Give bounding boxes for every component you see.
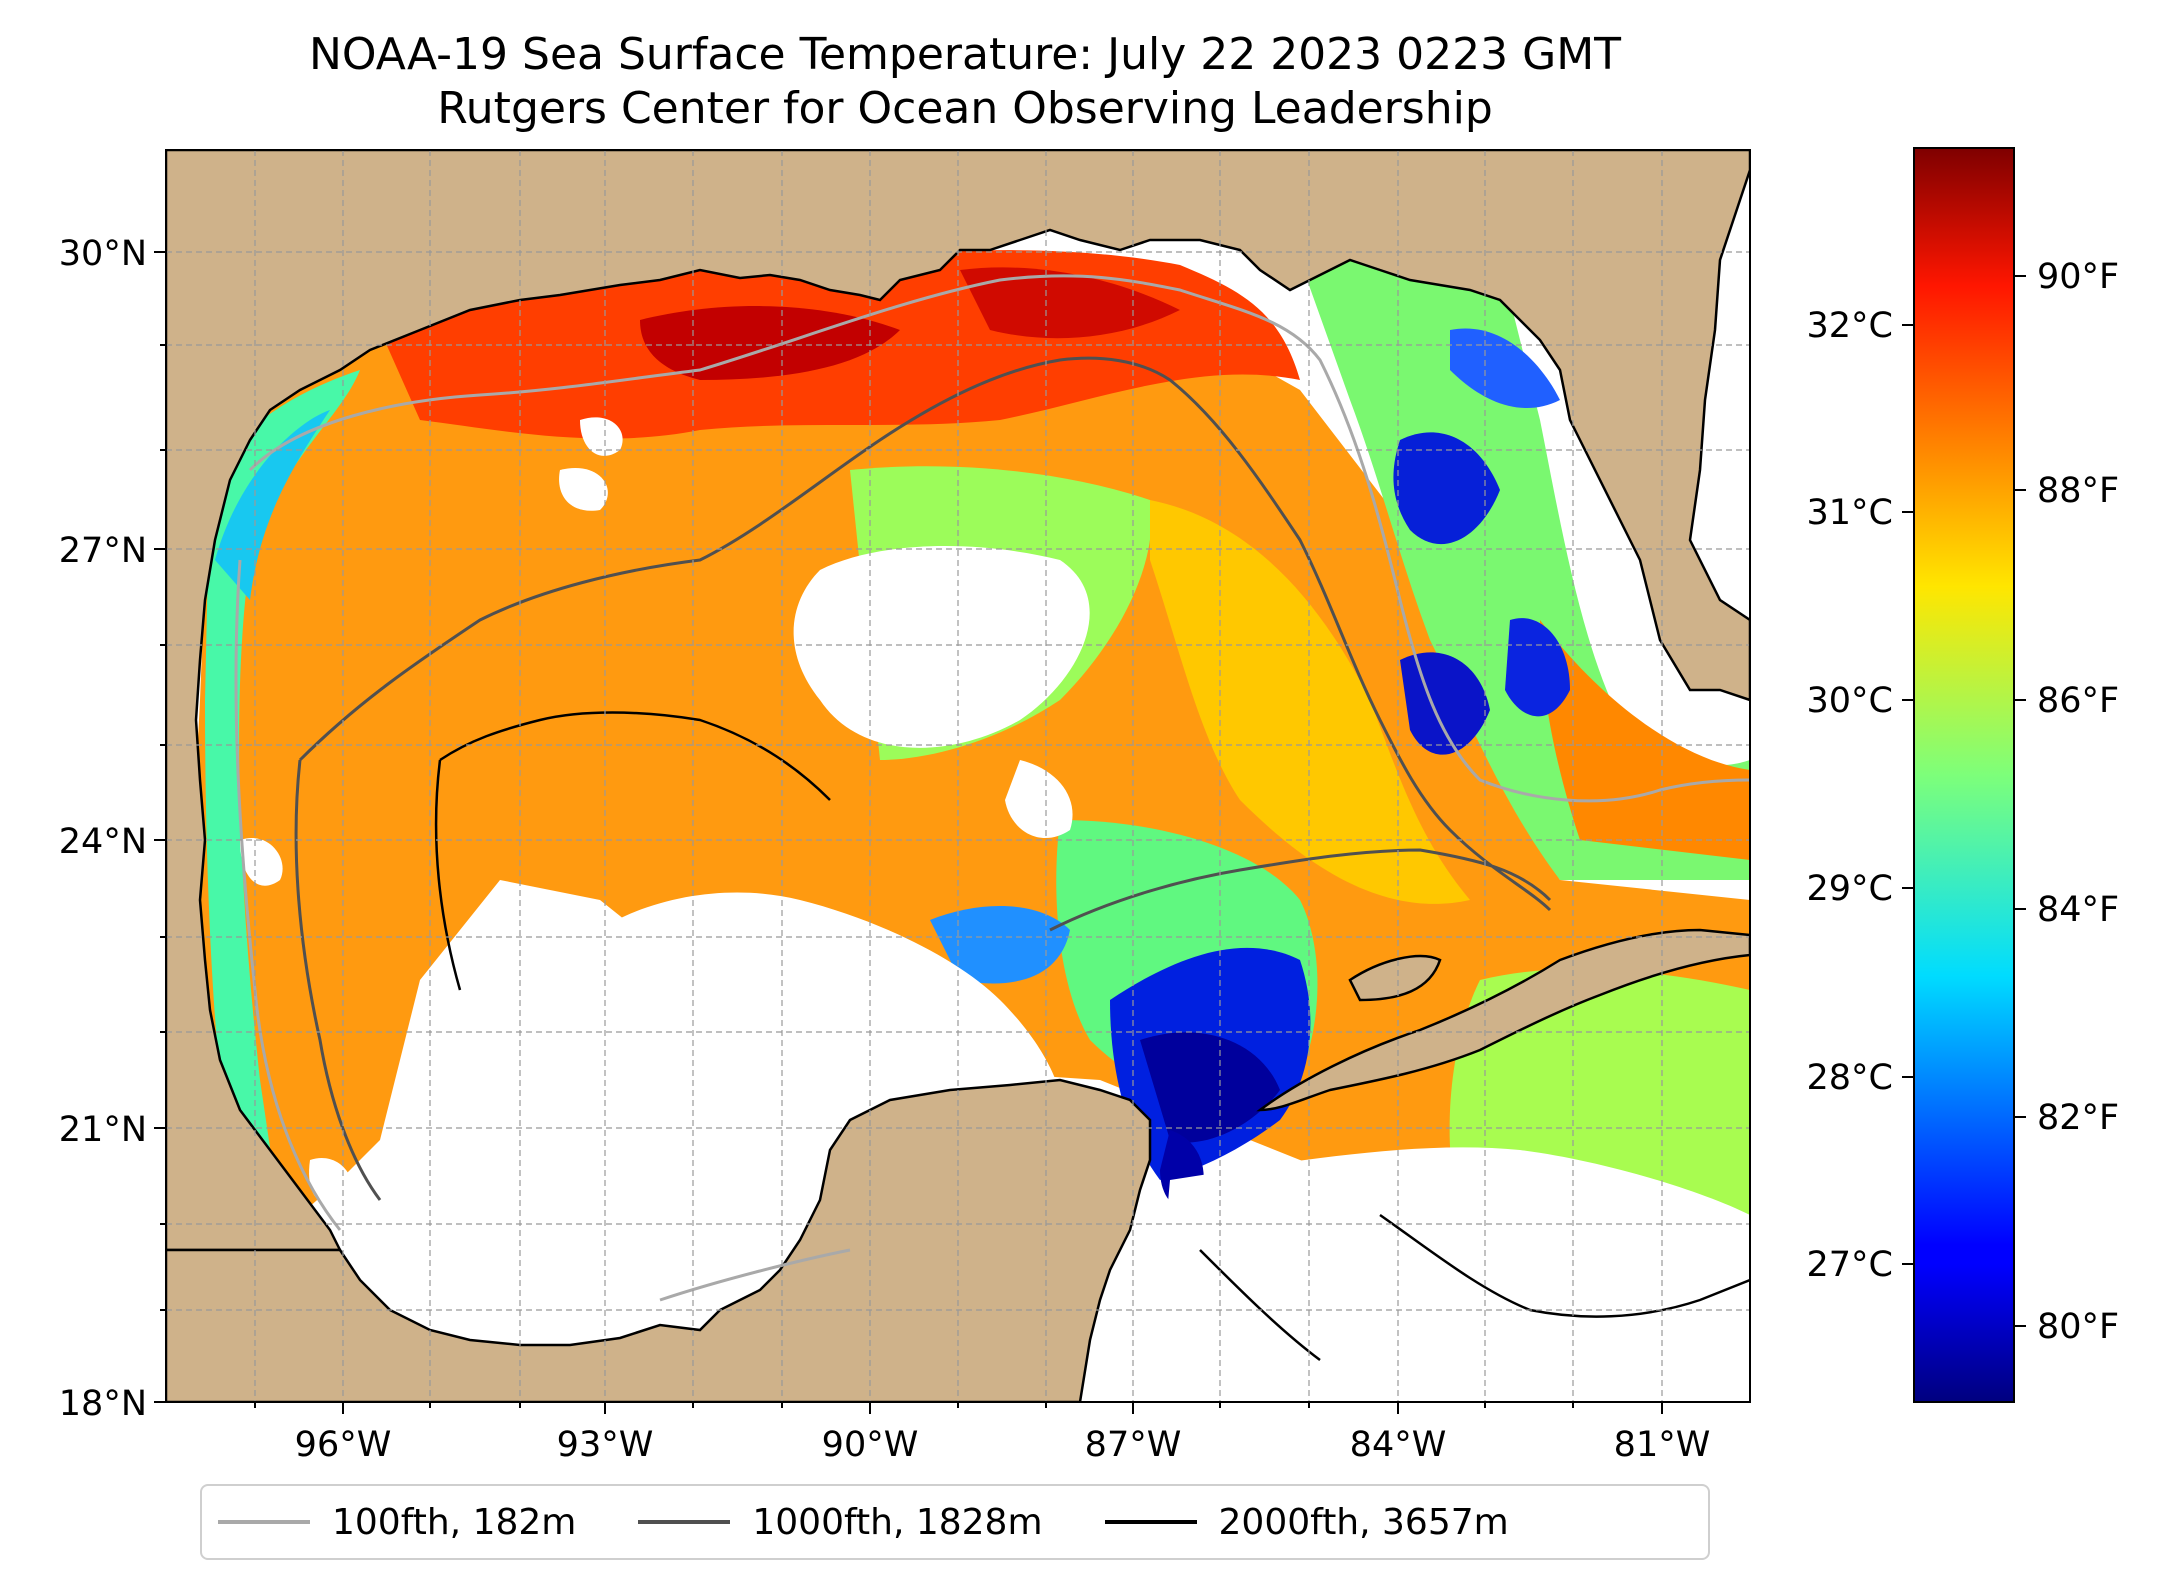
legend-item-2000fth: 2000fth, 3657m	[1104, 1501, 1509, 1543]
fahrenheit-labels: 90°F 88°F 86°F 84°F 82°F 80°F	[2037, 257, 2119, 1347]
legend-item-100fth: 100fth, 182m	[218, 1502, 576, 1543]
legend-label: 1000fth, 1828m	[752, 1501, 1043, 1543]
lat-label: 21°N	[59, 1110, 147, 1150]
fahrenheit-label: 84°F	[2037, 890, 2119, 930]
lat-label: 18°N	[59, 1384, 147, 1424]
contour-legend: 100fth, 182m 1000fth, 1828m 2000fth, 365…	[200, 1484, 1710, 1560]
fahrenheit-label: 80°F	[2037, 1307, 2119, 1347]
lon-labels: 96°W 93°W 90°W 87°W 84°W 81°W	[295, 1425, 1711, 1465]
contour-2000fth	[434, 711, 1750, 1361]
celsius-ticks	[1902, 324, 1914, 1265]
legend-label: 100fth, 182m	[332, 1501, 577, 1543]
lon-label: 90°W	[822, 1425, 919, 1465]
land	[166, 150, 1750, 1402]
fahrenheit-ticks	[2014, 275, 2026, 1327]
lon-label: 87°W	[1085, 1425, 1182, 1465]
contour-100fth	[234, 274, 1750, 1302]
celsius-label: 30°C	[1807, 681, 1893, 721]
lon-label: 84°W	[1350, 1425, 1447, 1465]
legend-line-1000fth	[638, 1520, 731, 1524]
celsius-label: 32°C	[1807, 306, 1893, 346]
legend-line-2000fth	[1104, 1520, 1197, 1524]
lon-label: 96°W	[295, 1425, 392, 1465]
celsius-label: 27°C	[1807, 1245, 1893, 1285]
lon-label: 81°W	[1614, 1425, 1711, 1465]
celsius-labels: 32°C 31°C 30°C 29°C 28°C 27°C	[1807, 306, 1893, 1285]
map-subtitle: Rutgers Center for Ocean Observing Leade…	[437, 83, 1493, 134]
lat-label: 27°N	[59, 531, 147, 571]
fahrenheit-label: 88°F	[2037, 471, 2119, 511]
fahrenheit-label: 90°F	[2037, 257, 2119, 297]
colorbar	[1913, 147, 2015, 1403]
lat-ticks	[154, 251, 166, 1403]
fahrenheit-label: 86°F	[2037, 681, 2119, 721]
legend-line-100fth	[218, 1520, 310, 1524]
map-area	[166, 150, 1750, 1402]
graticule	[166, 150, 1750, 1402]
lon-label: 93°W	[557, 1425, 654, 1465]
celsius-label: 28°C	[1807, 1058, 1893, 1098]
lat-label: 30°N	[59, 234, 147, 274]
legend-label: 2000fth, 3657m	[1218, 1501, 1509, 1543]
lat-labels: 30°N 27°N 24°N 21°N 18°N	[59, 234, 147, 1424]
celsius-label: 29°C	[1807, 869, 1893, 909]
map-title: NOAA-19 Sea Surface Temperature: July 22…	[308, 29, 1622, 80]
celsius-label: 31°C	[1807, 493, 1893, 533]
lat-label: 24°N	[59, 822, 147, 862]
legend-item-1000fth: 1000fth, 1828m	[638, 1501, 1043, 1543]
fahrenheit-label: 82°F	[2037, 1098, 2119, 1138]
lon-ticks	[254, 1402, 1663, 1414]
